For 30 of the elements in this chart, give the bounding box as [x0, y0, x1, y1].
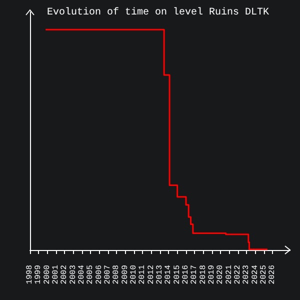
x-tick-label: 2007 [104, 264, 112, 284]
x-tick-label: 2001 [52, 264, 60, 284]
x-tick-label: 2026 [268, 264, 278, 284]
x-tick-label: 2024 [250, 264, 260, 284]
x-tick-label: 2002 [60, 264, 70, 284]
x-tick-label: 2000 [42, 264, 52, 284]
x-tick-label: 2012 [146, 264, 156, 284]
x-tick-label: 2018 [198, 264, 208, 284]
x-tick-label: 2020 [216, 264, 226, 284]
x-tick-label: 2006 [94, 264, 104, 284]
x-tick-label: 2011 [138, 264, 148, 284]
x-tick-label: 2022 [234, 264, 242, 284]
chart-title: Evolution of time on level Ruins DLTK [47, 6, 270, 18]
x-tick-label: 2013 [156, 264, 164, 284]
x-tick-label: 2004 [78, 264, 86, 284]
x-tick-label: 2005 [86, 264, 96, 284]
x-tick-label: 2003 [68, 264, 78, 284]
x-tick-label: 2016 [182, 264, 190, 284]
x-tick-label: 2017 [190, 264, 200, 284]
x-tick-label: 2015 [172, 264, 182, 284]
x-tick-label: 2009 [120, 264, 130, 284]
x-tick-label: 2019 [208, 264, 216, 284]
x-tick-label: 2025 [260, 264, 268, 284]
x-tick-label: 1998 [26, 264, 34, 284]
x-tick-label: 2010 [130, 264, 138, 284]
x-tick-label: 2023 [242, 264, 252, 284]
x-tick-label: 2021 [224, 264, 234, 284]
x-tick-label: 2008 [112, 264, 122, 284]
x-tick-label: 2014 [164, 264, 174, 284]
x-tick-label: 1999 [34, 264, 44, 284]
